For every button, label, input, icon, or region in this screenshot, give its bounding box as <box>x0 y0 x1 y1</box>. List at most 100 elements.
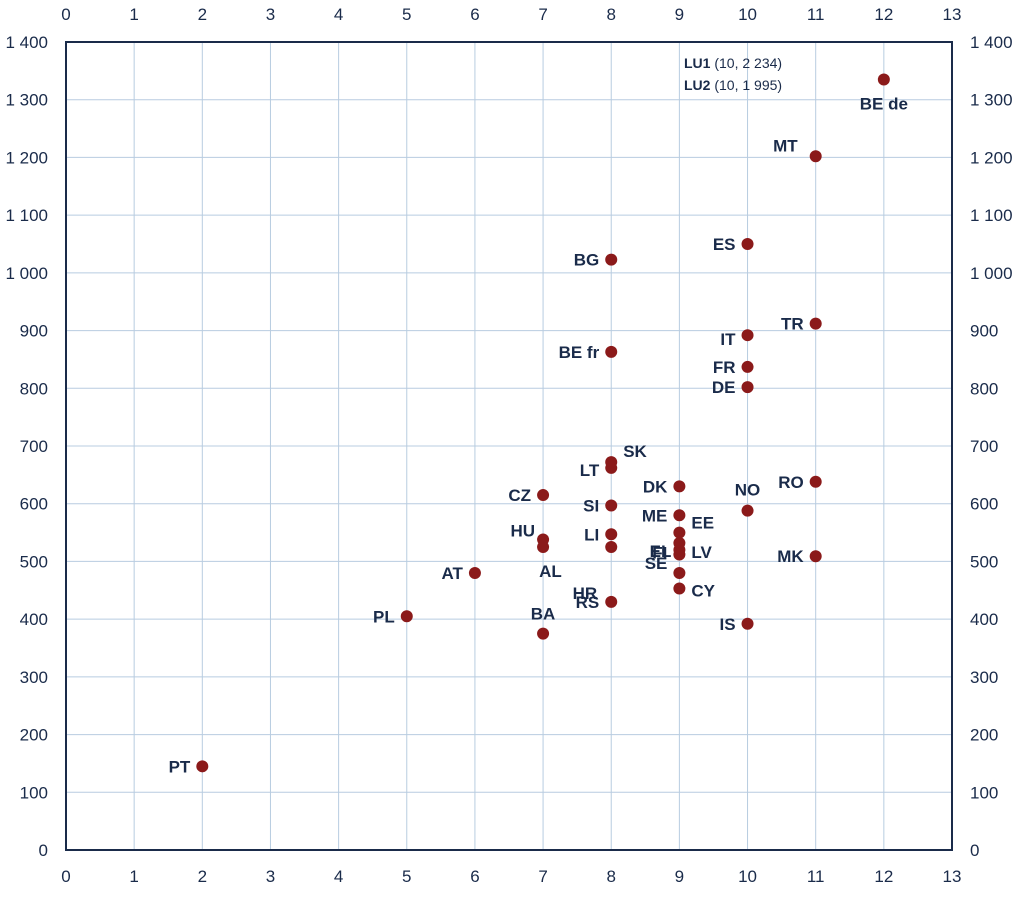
point-label: EE <box>691 514 714 533</box>
data-point <box>877 73 890 86</box>
x-tick-label-bottom: 5 <box>402 867 411 886</box>
y-tick-label-right: 500 <box>970 552 998 571</box>
y-tick-label-left: 500 <box>20 552 48 571</box>
point-label: HR <box>573 584 598 603</box>
point-label: RO <box>778 473 804 492</box>
point-label: CZ <box>508 486 531 505</box>
data-point <box>605 456 618 469</box>
y-tick-label-right: 800 <box>970 379 998 398</box>
data-point <box>741 360 754 373</box>
data-point <box>605 595 618 608</box>
y-tick-label-left: 900 <box>20 322 48 341</box>
point-label: MK <box>777 547 804 566</box>
y-tick-label-right: 400 <box>970 610 998 629</box>
y-tick-label-left: 0 <box>39 841 48 860</box>
annotation-value: (10, 1 995) <box>710 77 782 93</box>
data-point <box>741 617 754 630</box>
x-tick-label-top: 8 <box>606 5 615 24</box>
point-label: LI <box>584 525 599 544</box>
x-tick-label-bottom: 8 <box>606 867 615 886</box>
point-label: LV <box>691 543 712 562</box>
plot-frame <box>65 41 953 851</box>
data-point <box>537 627 550 640</box>
point-label: SK <box>623 442 647 461</box>
point-label: CY <box>691 582 715 601</box>
y-axis-right-ticks: 0 100 200 300 400 500 600 700 800 900 1 000 1 100 1 … <box>970 33 1013 860</box>
point-label: ES <box>713 235 736 254</box>
x-tick-label-bottom: 12 <box>874 867 893 886</box>
annotation-label: LU2 <box>684 77 711 93</box>
x-tick-label-top: 1 <box>129 5 138 24</box>
y-tick-label-left: 400 <box>20 610 48 629</box>
point-label: PT <box>169 757 191 776</box>
y-tick-label-left: 100 <box>20 783 48 802</box>
x-tick-label-bottom: 13 <box>943 867 962 886</box>
annotation-label: LU1 <box>684 55 711 71</box>
y-tick-label-left: 700 <box>20 437 48 456</box>
point-label: EL <box>650 542 672 561</box>
y-tick-label-right: 900 <box>970 322 998 341</box>
y-tick-label-right: 0 <box>970 841 979 860</box>
annotations: LU1 (10, 2 234) LU2 (10, 1 995) <box>684 55 782 93</box>
y-tick-label-right: 200 <box>970 726 998 745</box>
y-tick-label-right: 1 400 <box>970 33 1013 52</box>
x-tick-label-top: 7 <box>538 5 547 24</box>
x-tick-label-bottom: 11 <box>807 867 825 886</box>
data-point <box>741 238 754 250</box>
data-point <box>400 610 413 623</box>
y-tick-label-left: 800 <box>20 379 48 398</box>
data-point <box>809 317 822 330</box>
x-axis-bottom-ticks: 0 1 2 3 4 5 6 7 8 9 10 11 12 13 <box>61 867 961 886</box>
data-point <box>196 760 209 773</box>
x-tick-label-top: 11 <box>807 5 825 24</box>
data-point <box>673 582 686 595</box>
x-tick-label-bottom: 0 <box>61 867 70 886</box>
y-tick-label-right: 300 <box>970 668 998 687</box>
point-label: NO <box>735 481 761 500</box>
point-label: MT <box>773 136 798 155</box>
point-label: BE de <box>860 95 908 114</box>
y-tick-label-left: 1 200 <box>5 148 48 167</box>
x-tick-label-bottom: 9 <box>675 867 684 886</box>
y-tick-label-left: 1 000 <box>5 264 48 283</box>
data-point <box>605 528 618 541</box>
x-tick-label-top: 0 <box>61 5 70 24</box>
y-tick-label-right: 1 200 <box>970 148 1013 167</box>
data-point <box>673 566 686 579</box>
data-point <box>673 480 686 493</box>
y-tick-label-left: 200 <box>20 726 48 745</box>
y-axis-left-ticks: 0 100 200 300 400 500 600 700 800 900 1 000 1 100 1 … <box>5 33 48 860</box>
y-tick-label-left: 1 300 <box>5 91 48 110</box>
point-label: IT <box>720 330 736 349</box>
point-label: TR <box>781 315 804 334</box>
data-point <box>741 504 754 517</box>
x-tick-label-bottom: 3 <box>266 867 275 886</box>
y-tick-label-right: 100 <box>970 783 998 802</box>
data-point <box>605 499 618 512</box>
y-tick-label-right: 1 000 <box>970 264 1013 283</box>
point-label: AL <box>539 562 562 581</box>
point-label: LT <box>580 461 600 480</box>
point-label: DE <box>712 378 736 397</box>
y-tick-label-left: 1 400 <box>5 33 48 52</box>
data-point <box>468 566 481 579</box>
point-label: FR <box>713 358 736 377</box>
x-tick-label-bottom: 2 <box>198 867 207 886</box>
data-point <box>605 253 618 266</box>
annotation-text: LU1 (10, 2 234) <box>684 55 782 71</box>
x-tick-label-top: 9 <box>675 5 684 24</box>
point-label: IS <box>719 615 735 634</box>
x-tick-label-bottom: 10 <box>738 867 757 886</box>
y-tick-label-left: 600 <box>20 495 48 514</box>
x-tick-label-bottom: 6 <box>470 867 479 886</box>
point-label: PL <box>373 607 395 626</box>
plot-border <box>65 41 953 851</box>
y-tick-label-right: 1 100 <box>970 206 1013 225</box>
x-tick-label-top: 5 <box>402 5 411 24</box>
point-label: BE fr <box>559 343 600 362</box>
data-point <box>809 150 822 163</box>
annotation-text: LU2 (10, 1 995) <box>684 77 782 93</box>
point-label: SI <box>583 496 599 515</box>
x-tick-label-top: 3 <box>266 5 275 24</box>
